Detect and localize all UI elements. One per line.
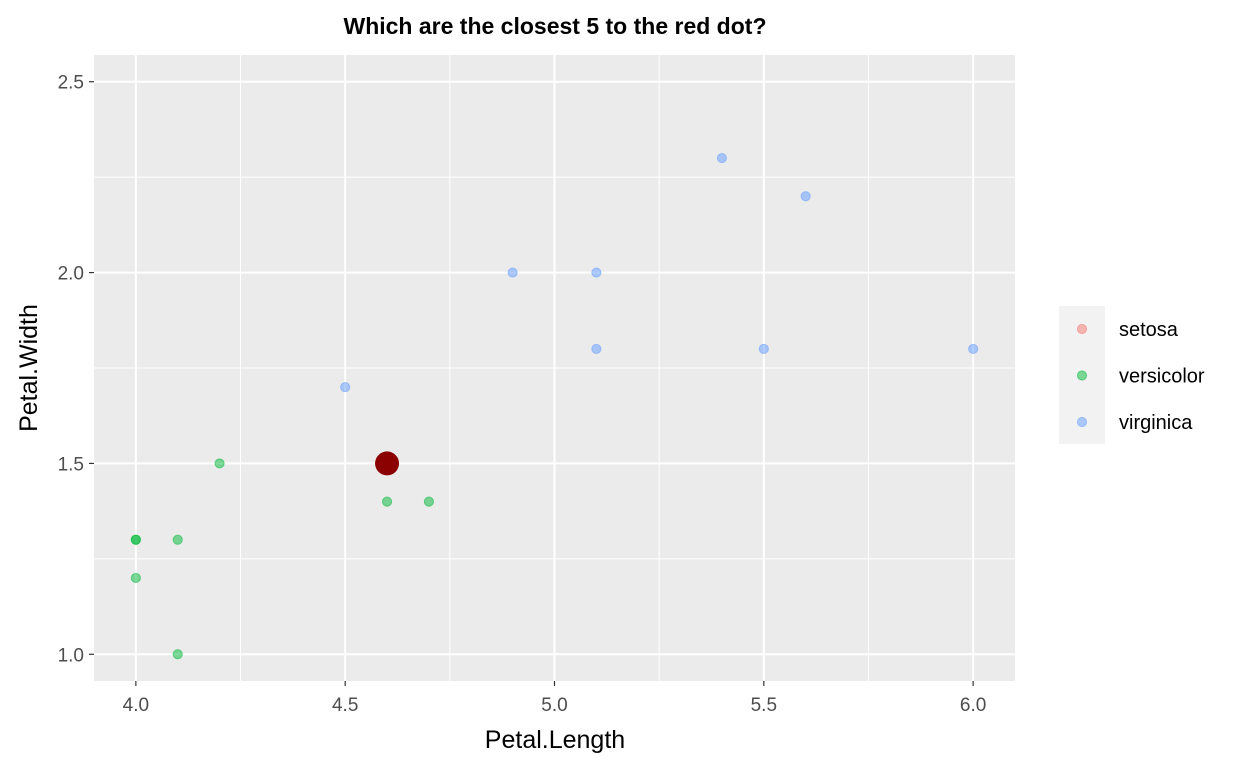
x-axis-title: Petal.Length xyxy=(485,726,625,754)
data-point-virginica xyxy=(591,343,602,355)
data-point-virginica xyxy=(758,343,769,355)
legend: setosa versicolor virginica xyxy=(1059,306,1205,444)
data-points xyxy=(130,152,979,660)
highlight-red-dot xyxy=(375,451,400,476)
legend-key-virginica xyxy=(1076,416,1088,428)
legend-key-setosa xyxy=(1076,323,1088,335)
data-point-versicolor xyxy=(130,572,141,584)
data-point-virginica xyxy=(968,343,979,355)
data-point-versicolor xyxy=(130,534,141,545)
data-point-virginica xyxy=(340,381,351,393)
y-tick-label: 2.0 xyxy=(58,264,84,285)
legend-label-setosa: setosa xyxy=(1119,319,1179,341)
x-tick-label: 6.0 xyxy=(960,695,986,716)
data-point-virginica xyxy=(716,152,728,164)
chart-title: Which are the closest 5 to the red dot? xyxy=(343,13,766,39)
y-tick-label: 2.5 xyxy=(58,73,84,94)
data-point-versicolor xyxy=(172,534,183,545)
data-point-versicolor xyxy=(423,496,435,507)
data-point-virginica xyxy=(591,267,602,278)
x-tick-label: 4.5 xyxy=(332,695,358,716)
legend-key-versicolor xyxy=(1076,370,1088,381)
data-point-virginica xyxy=(800,191,811,202)
x-tick-label: 4.0 xyxy=(123,695,149,716)
axes: 4.0 4.5 5.0 5.5 6.0 1.0 1.5 2.0 2.5 xyxy=(58,73,987,716)
legend-label-virginica: virginica xyxy=(1119,412,1193,434)
y-tick-label: 1.5 xyxy=(58,454,84,475)
grid-lines xyxy=(94,55,1015,681)
data-point-versicolor xyxy=(172,649,183,660)
data-point-versicolor xyxy=(214,458,225,469)
legend-label-versicolor: versicolor xyxy=(1119,366,1205,388)
data-point-versicolor xyxy=(381,496,393,507)
x-tick-label: 5.5 xyxy=(751,695,777,716)
data-point-virginica xyxy=(507,267,518,278)
x-tick-label: 5.0 xyxy=(541,695,567,716)
y-axis-title: Petal.Width xyxy=(15,304,43,432)
y-tick-label: 1.0 xyxy=(58,645,84,666)
